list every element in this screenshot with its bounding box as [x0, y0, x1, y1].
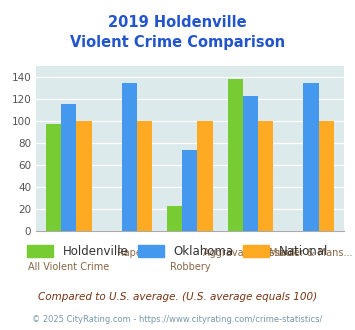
Text: All Violent Crime: All Violent Crime	[28, 262, 109, 272]
Bar	[197, 121, 213, 231]
Bar	[182, 149, 197, 231]
Text: Aggravated Assault: Aggravated Assault	[203, 248, 298, 258]
Text: © 2025 CityRating.com - https://www.cityrating.com/crime-statistics/: © 2025 CityRating.com - https://www.city…	[32, 315, 323, 324]
Bar	[319, 121, 334, 231]
Bar	[137, 121, 152, 231]
Bar	[46, 124, 61, 231]
Text: Robbery: Robbery	[170, 262, 210, 272]
Text: Murder & Mans...: Murder & Mans...	[269, 248, 353, 258]
Bar	[243, 96, 258, 231]
Text: Compared to U.S. average. (U.S. average equals 100): Compared to U.S. average. (U.S. average …	[38, 292, 317, 302]
Legend: Holdenville, Oklahoma, National: Holdenville, Oklahoma, National	[22, 241, 333, 263]
Text: Rape: Rape	[117, 248, 142, 258]
Bar	[61, 105, 76, 231]
Bar	[258, 121, 273, 231]
Bar	[228, 79, 243, 231]
Text: Violent Crime Comparison: Violent Crime Comparison	[70, 35, 285, 50]
Text: 2019 Holdenville: 2019 Holdenville	[108, 15, 247, 30]
Bar	[304, 82, 319, 231]
Bar	[76, 121, 92, 231]
Bar	[122, 82, 137, 231]
Bar	[167, 206, 182, 231]
